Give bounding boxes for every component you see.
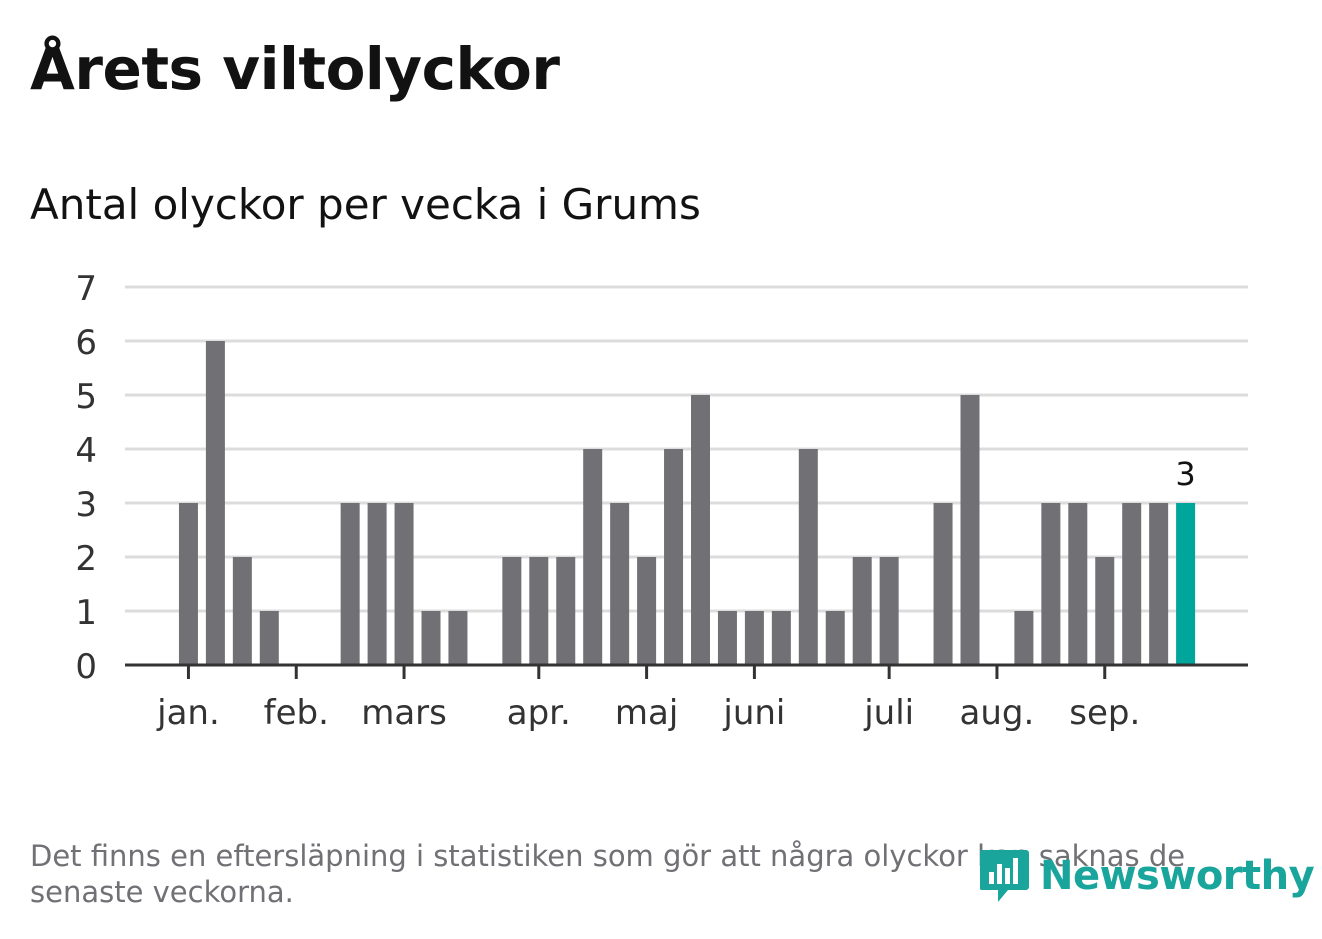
bar bbox=[1041, 503, 1061, 665]
bar bbox=[637, 557, 657, 665]
x-tick-label: juni bbox=[722, 693, 785, 733]
axes bbox=[125, 663, 1248, 679]
bar bbox=[178, 503, 198, 665]
x-tick-label: juli bbox=[863, 693, 914, 733]
bar bbox=[259, 611, 279, 665]
x-tick-label: mars bbox=[361, 693, 447, 733]
y-tick-label: 6 bbox=[75, 323, 97, 363]
bar bbox=[664, 449, 684, 665]
bar bbox=[771, 611, 791, 665]
grid-lines bbox=[125, 285, 1248, 613]
bar bbox=[448, 611, 468, 665]
bar bbox=[1095, 557, 1115, 665]
bar bbox=[1068, 503, 1088, 665]
x-tick-label: apr. bbox=[507, 693, 571, 733]
highlight-value-label: 3 bbox=[1175, 455, 1195, 493]
y-tick-label: 4 bbox=[75, 431, 97, 471]
bar bbox=[717, 611, 737, 665]
bar bbox=[502, 557, 522, 665]
chart-subtitle: Antal olyckor per vecka i Grums bbox=[30, 180, 701, 229]
y-tick-label: 5 bbox=[75, 377, 97, 417]
y-tick-label: 1 bbox=[75, 593, 97, 633]
bar bbox=[232, 557, 252, 665]
x-tick-label: feb. bbox=[264, 693, 329, 733]
bar bbox=[1014, 611, 1034, 665]
y-tick-label: 2 bbox=[75, 539, 97, 579]
x-tick-label: aug. bbox=[960, 693, 1035, 733]
bar bbox=[1122, 503, 1142, 665]
y-tick-label: 3 bbox=[75, 485, 97, 525]
bar bbox=[1149, 503, 1169, 665]
bar-highlight bbox=[1176, 503, 1196, 665]
labels: 0 1 2 3 4 5 6 7 3 jan. feb. mars apr. maj juni juli aug.… bbox=[75, 269, 1195, 733]
bar bbox=[691, 395, 710, 665]
bar bbox=[583, 449, 603, 665]
x-tick-label: sep. bbox=[1069, 693, 1140, 733]
bar bbox=[556, 557, 576, 665]
bar bbox=[852, 557, 872, 665]
newsworthy-logo: Newsworthy bbox=[979, 844, 1315, 908]
x-tick-label: jan. bbox=[156, 693, 220, 733]
x-tick-label: maj bbox=[615, 693, 678, 733]
bar bbox=[798, 449, 818, 665]
bar bbox=[960, 395, 980, 665]
bar bbox=[340, 503, 360, 665]
bar bbox=[610, 503, 630, 665]
bar bbox=[933, 503, 953, 665]
bar bbox=[394, 503, 414, 665]
y-tick-label: 0 bbox=[75, 647, 97, 687]
newsworthy-logo-text: Newsworthy bbox=[1040, 853, 1315, 899]
bar bbox=[205, 341, 225, 665]
bar bbox=[529, 557, 549, 665]
bar bbox=[825, 611, 845, 665]
bar bbox=[421, 611, 441, 665]
newsworthy-logo-icon bbox=[979, 844, 1030, 908]
bar bbox=[744, 611, 764, 665]
y-tick-label: 7 bbox=[75, 269, 97, 309]
chart-title: Årets viltolyckor bbox=[30, 35, 560, 103]
bar bbox=[367, 503, 387, 665]
bar bbox=[879, 557, 899, 665]
bars bbox=[178, 341, 1196, 665]
